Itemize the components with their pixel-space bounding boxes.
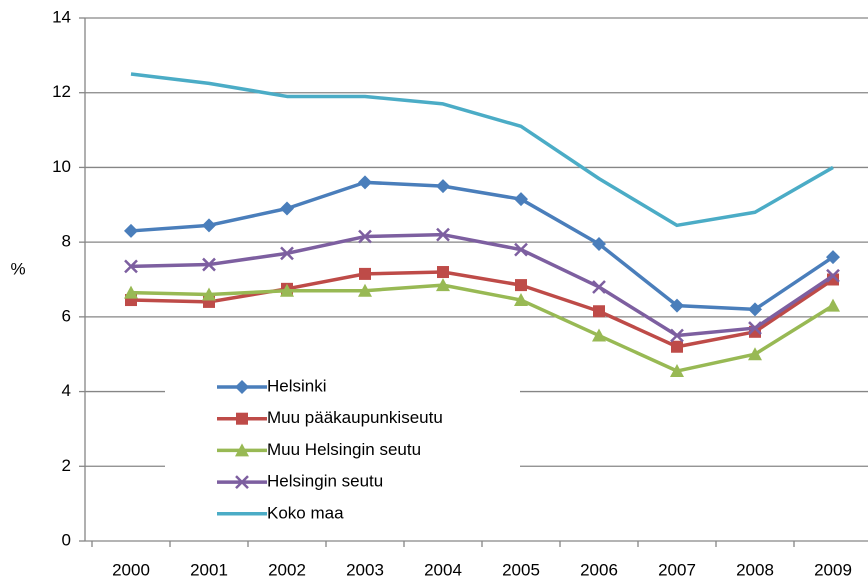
y-tick-label: 4 (62, 381, 71, 400)
data-point (514, 192, 528, 207)
data-point (592, 280, 606, 294)
legend-marker (235, 443, 249, 457)
legend-marker (235, 380, 249, 394)
legend-label: Muu pääkaupunkiseutu (267, 408, 443, 427)
data-point (437, 266, 449, 279)
y-tick-label: 0 (62, 530, 71, 549)
data-point (748, 347, 762, 361)
legend-label: Muu Helsingin seutu (267, 440, 421, 459)
data-point (748, 321, 762, 335)
data-point (202, 218, 216, 233)
y-tick-label: 8 (62, 232, 71, 251)
data-point (202, 257, 216, 272)
legend-label: Koko maa (267, 503, 344, 522)
series-line (130, 72, 834, 228)
y-tick-label: 12 (52, 82, 71, 101)
data-point (124, 285, 138, 299)
data-point (670, 298, 684, 313)
legend-marker (235, 475, 249, 489)
data-point (515, 279, 527, 292)
data-point (124, 223, 138, 238)
data-point (280, 201, 294, 216)
data-point (436, 179, 450, 194)
series-line (130, 283, 834, 373)
x-tick-label: 2000 (112, 560, 150, 579)
x-tick-label: 2004 (424, 560, 462, 579)
data-point (592, 328, 606, 342)
data-point (593, 305, 605, 318)
data-point (748, 302, 762, 317)
data-point (280, 246, 294, 261)
series-line (130, 270, 834, 349)
data-point (514, 242, 528, 257)
data-point (358, 175, 372, 190)
y-tick-label: 10 (52, 157, 71, 176)
data-point (826, 250, 840, 265)
data-point (670, 364, 684, 378)
y-tick-label: 6 (62, 306, 71, 325)
legend-label: Helsingin seutu (267, 472, 383, 491)
data-point (670, 328, 684, 343)
data-point (671, 340, 683, 353)
x-tick-label: 2009 (814, 560, 852, 579)
x-tick-label: 2003 (346, 560, 384, 579)
data-point (202, 287, 216, 301)
legend-label: Helsinki (267, 376, 327, 395)
data-point (514, 293, 528, 307)
data-point (826, 298, 840, 312)
x-tick-label: 2008 (736, 560, 774, 579)
data-point (358, 283, 372, 297)
x-tick-label: 2006 (580, 560, 618, 579)
data-point (826, 268, 840, 283)
data-point (359, 267, 371, 280)
x-tick-label: 2007 (658, 560, 696, 579)
x-tick-label: 2001 (190, 560, 228, 579)
x-tick-label: 2002 (268, 560, 306, 579)
y-axis-label: % (10, 259, 25, 278)
x-tick-label: 2005 (502, 560, 540, 579)
y-tick-label: 14 (52, 7, 71, 26)
data-point (358, 229, 372, 244)
data-point (436, 227, 450, 242)
data-point (280, 283, 294, 297)
series-line (130, 180, 834, 312)
data-point (592, 237, 606, 252)
data-point (124, 259, 138, 274)
series-line (130, 232, 834, 338)
y-tick-label: 2 (62, 456, 71, 475)
legend-marker (236, 412, 248, 425)
data-point (436, 278, 450, 292)
